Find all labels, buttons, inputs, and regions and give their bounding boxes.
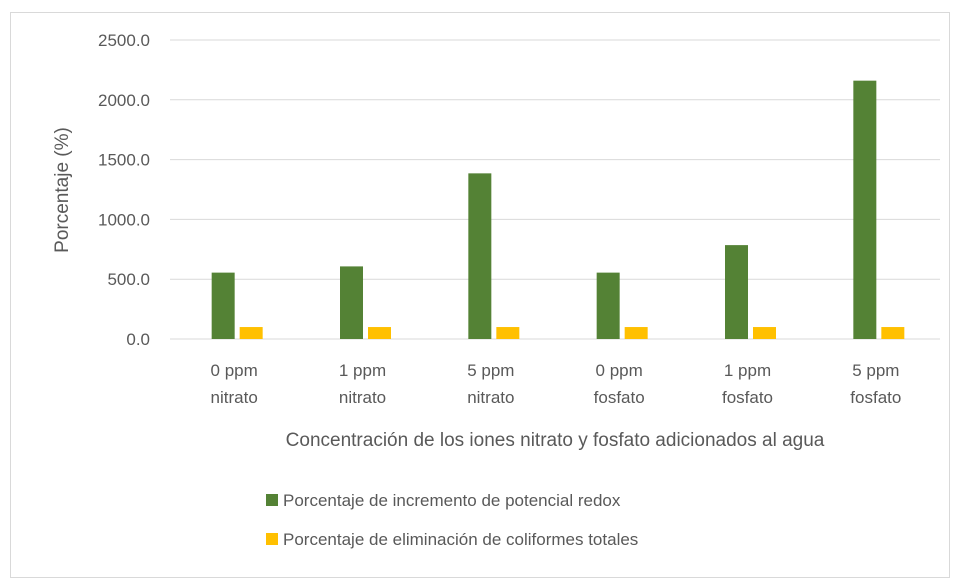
y-tick-label: 1000.0 (98, 210, 150, 229)
bars (211, 80, 905, 339)
y-tick-label: 2500.0 (98, 31, 150, 50)
legend-swatch (266, 533, 278, 545)
y-tick-label: 1500.0 (98, 151, 150, 170)
legend-label: Porcentaje de eliminación de coliformes … (283, 530, 638, 549)
x-tick-label: 0 ppm (596, 361, 643, 380)
x-tick-label: nitrato (339, 388, 386, 407)
bar-series-2 (496, 327, 520, 339)
bar-series-1 (853, 80, 877, 339)
y-tick-label: 0.0 (126, 330, 150, 349)
x-tick-label: fosfato (722, 388, 773, 407)
bar-series-2 (368, 327, 391, 339)
x-category-labels: 0 ppm nitrato 1 ppm nitrato 5 ppm nitrato 0 pp… (211, 361, 902, 407)
legend: Porcentaje de incremento de potencial re… (266, 491, 638, 549)
y-tick-label: 2000.0 (98, 91, 150, 110)
bar-series-2 (239, 327, 263, 339)
bar-series-1 (211, 272, 235, 339)
x-tick-label: nitrato (467, 388, 514, 407)
bar-series-2 (753, 327, 776, 339)
x-tick-label: 1 ppm (339, 361, 386, 380)
x-tick-label: 5 ppm (467, 361, 514, 380)
bar-series-2 (624, 327, 648, 339)
legend-swatch (266, 494, 278, 506)
bar-series-2 (881, 327, 905, 339)
bar-series-1 (340, 266, 363, 339)
x-tick-label: fosfato (850, 388, 901, 407)
y-tick-labels: 0.0 500.0 1000.0 1500.0 2000.0 2500.0 (98, 31, 150, 349)
y-tick-label: 500.0 (107, 270, 150, 289)
x-tick-label: 1 ppm (724, 361, 771, 380)
bar-series-1 (468, 173, 492, 339)
x-tick-label: fosfato (594, 388, 645, 407)
x-axis-title: Concentración de los iones nitrato y fos… (286, 430, 825, 451)
gridlines (170, 39, 940, 340)
x-tick-label: 0 ppm (211, 361, 258, 380)
x-tick-label: 5 ppm (852, 361, 899, 380)
bar-series-1 (725, 245, 748, 339)
y-axis-title: Porcentaje (%) (52, 127, 73, 253)
bar-series-1 (596, 272, 620, 339)
legend-label: Porcentaje de incremento de potencial re… (283, 491, 621, 510)
x-tick-label: nitrato (211, 388, 258, 407)
